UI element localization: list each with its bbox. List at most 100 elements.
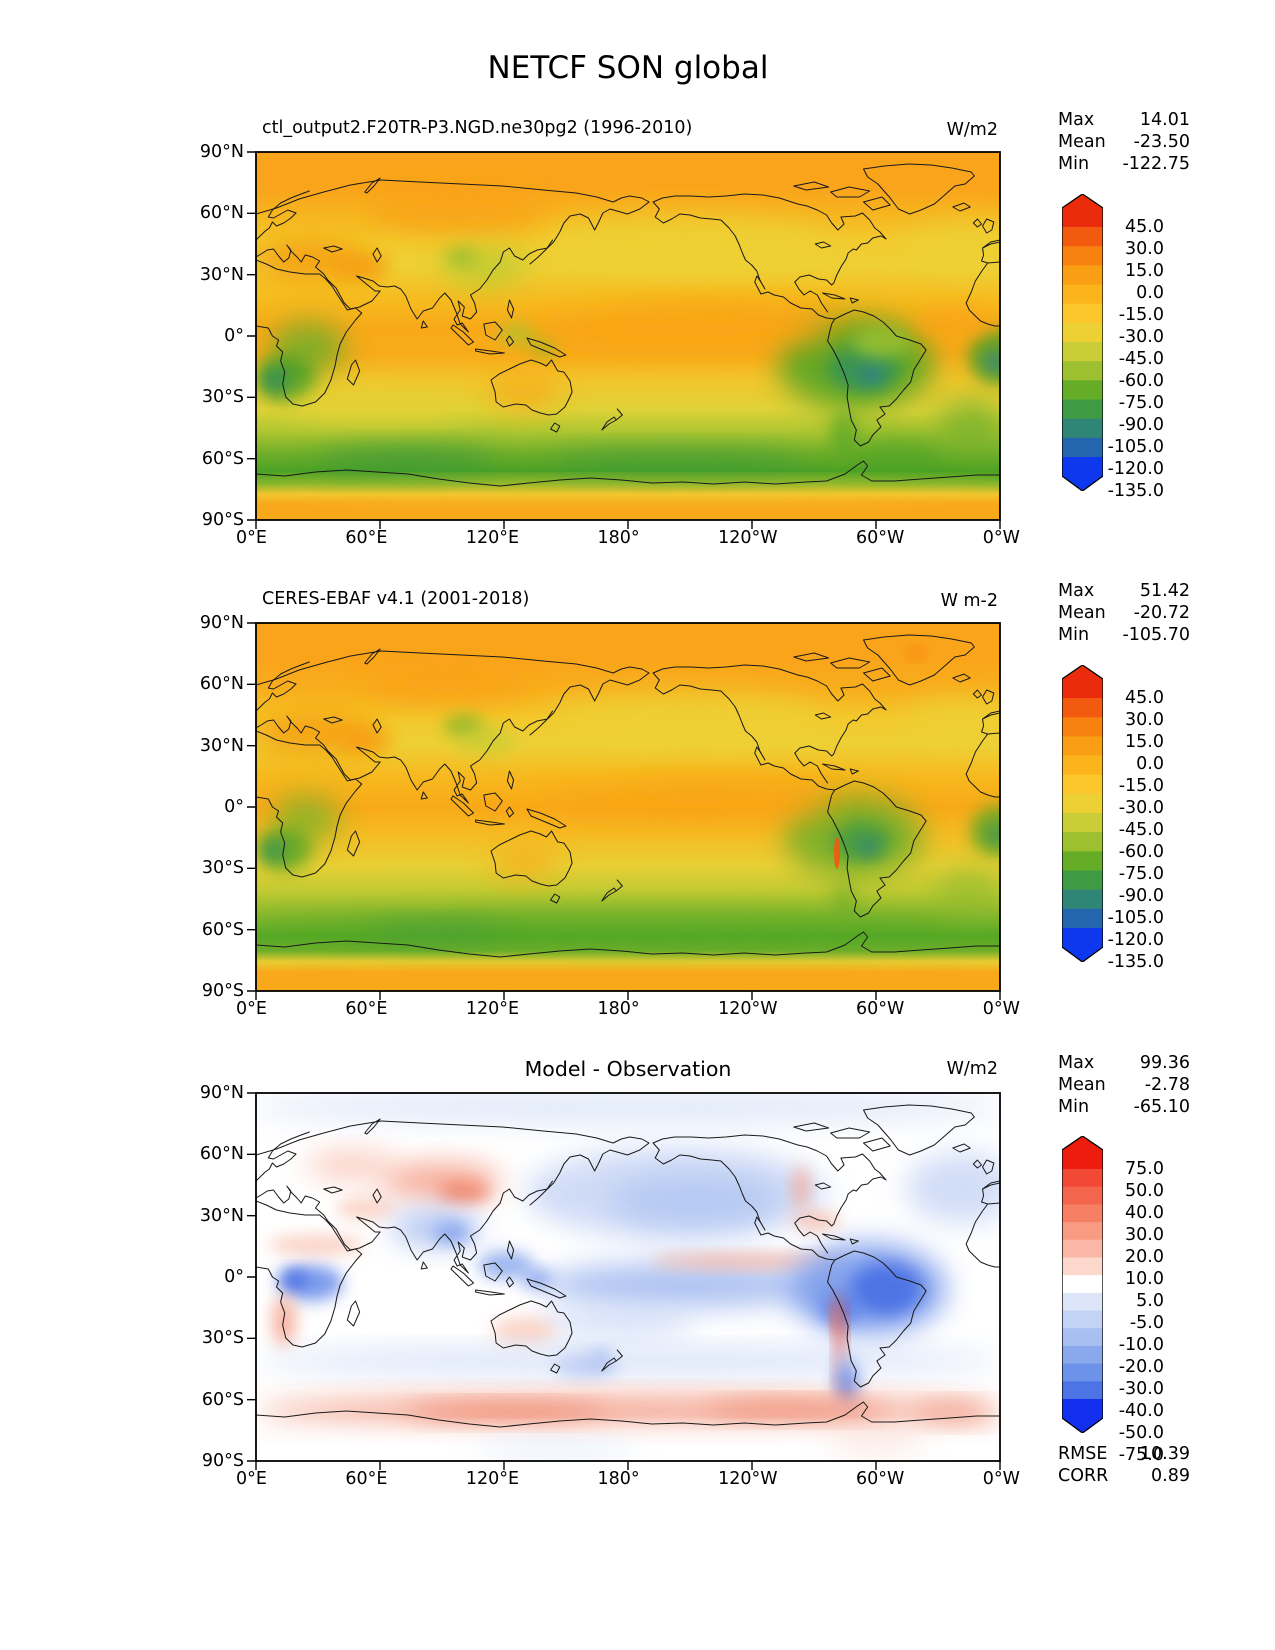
colorbar-tick-label: -20.0: [1118, 1357, 1164, 1377]
colorbar-tick-label: 75.0: [1125, 1159, 1164, 1179]
y-tick-label: 0°: [224, 1266, 244, 1287]
colorbar-tick-label: 40.0: [1125, 1203, 1164, 1223]
panel1-xlabels: 0°E 60°E 120°E 180° 120°W 60°W 0°W: [236, 528, 1020, 548]
colorbar-tick-label: 30.0: [1125, 1225, 1164, 1245]
y-tick-label: 60°N: [199, 203, 244, 224]
colorbar-tick-label: 15.0: [1125, 261, 1164, 281]
panel3-xlabels: 0°E 60°E 120°E 180° 120°W 60°W 0°W: [236, 1469, 1020, 1489]
panel2-header: CERES-EBAF v4.1 (2001-2018) W m-2: [256, 589, 1000, 615]
y-tick-label: 60°N: [199, 1144, 244, 1165]
map-field: [256, 623, 1000, 991]
y-tick-label: 30°N: [199, 735, 244, 756]
stat-label: Max: [1058, 581, 1095, 601]
map-frame: [255, 1092, 1001, 1462]
colorbar-tick-label: 45.0: [1125, 217, 1164, 237]
colorbar-tick-label: -50.0: [1118, 1423, 1164, 1443]
stat-row-mean: Mean -2.78: [1058, 1074, 1190, 1096]
stat-label: Mean: [1058, 132, 1106, 152]
stat-row-max: Max 14.01: [1058, 109, 1190, 131]
x-tick-label: 0°W: [982, 999, 1020, 1019]
colorbar-tick-label: 20.0: [1125, 1247, 1164, 1267]
stat-label: Max: [1058, 110, 1095, 130]
panel3-ylabels: 90°N 60°N 30°N 0° 30°S 60°S 90°S: [158, 1082, 244, 1472]
y-tick-label: 30°N: [199, 264, 244, 285]
panel3-stats: Max 99.36 Mean -2.78 Min -65.10: [1058, 1052, 1190, 1118]
colorbar-tick-label: -135.0: [1107, 481, 1164, 501]
metric-label: RMSE: [1058, 1444, 1108, 1464]
x-ticks: [255, 1461, 1001, 1470]
x-tick-label: 0°W: [982, 1469, 1020, 1489]
y-tick-label: 90°N: [199, 613, 244, 633]
x-tick-label: 0°E: [236, 999, 267, 1019]
stat-value: -20.72: [1133, 603, 1190, 623]
x-tick-label: 120°W: [718, 999, 778, 1019]
stat-row-max: Max 99.36: [1058, 1052, 1190, 1074]
x-tick-label: 180°: [597, 999, 640, 1019]
stat-label: Min: [1058, 1097, 1090, 1117]
y-tick-label: 90°N: [199, 1083, 244, 1103]
map-frame: [255, 622, 1001, 992]
y-tick-label: 60°S: [201, 448, 244, 469]
x-tick-label: 180°: [597, 1469, 640, 1489]
stat-row-min: Min -65.10: [1058, 1096, 1190, 1118]
colorbar-tick-label: -60.0: [1118, 371, 1164, 391]
colorbar-tick-label: 30.0: [1125, 239, 1164, 259]
colorbar-panel3-labels: 75.0 50.0 40.0 30.0 20.0 10.0 5.0 -5.0 -10.0 -20.…: [1102, 1158, 1164, 1465]
panel2-xlabels: 0°E 60°E 120°E 180° 120°W 60°W 0°W: [236, 999, 1020, 1019]
y-ticks: [247, 151, 256, 521]
metric-value: 0.89: [1151, 1466, 1190, 1486]
x-tick-label: 120°W: [718, 528, 778, 548]
figure-title: NETCF SON global: [487, 50, 769, 86]
panel1-stats: Max 14.01 Mean -23.50 Min -122.75: [1058, 109, 1190, 175]
colorbar-tick-label: 5.0: [1136, 1291, 1164, 1311]
colorbar-tick-label: -90.0: [1118, 415, 1164, 435]
map-panel2-observation: [247, 622, 1001, 1000]
map-field: [256, 1093, 1000, 1461]
colorbar-tick-label: -75.0: [1118, 393, 1164, 413]
metric-row-rmse: RMSE 10.39: [1058, 1443, 1190, 1465]
colorbar-tick-label: 45.0: [1125, 688, 1164, 708]
colorbar-panel2-labels: 45.0 30.0 15.0 0.0 -15.0 -30.0 -45.0 -60.0 -75.0…: [1102, 687, 1164, 972]
stat-label: Min: [1058, 154, 1090, 174]
x-tick-label: 60°E: [345, 999, 388, 1019]
stat-value: 51.42: [1139, 581, 1190, 601]
stat-value: -23.50: [1133, 132, 1190, 152]
colorbar-tick-label: -120.0: [1107, 459, 1164, 479]
x-tick-label: 60°W: [855, 1469, 905, 1489]
map-panel1-model: [247, 151, 1001, 529]
map-panel3-difference: [247, 1092, 1001, 1470]
map-field: [256, 152, 1000, 520]
stat-label: Mean: [1058, 1075, 1106, 1095]
x-tick-label: 120°E: [465, 528, 520, 548]
y-tick-label: 90°N: [199, 142, 244, 162]
panel3-metrics: RMSE 10.39 CORR 0.89: [1058, 1443, 1190, 1487]
y-tick-label: 90°S: [201, 1450, 244, 1471]
colorbar-panel1-labels: 45.0 30.0 15.0 0.0 -15.0 -30.0 -45.0 -60.0 -75.0…: [1102, 216, 1164, 501]
panel2-units: W m-2: [940, 591, 998, 611]
stat-value: -65.10: [1133, 1097, 1190, 1117]
colorbar-tick-label: 50.0: [1125, 1181, 1164, 1201]
x-tick-label: 60°E: [345, 528, 388, 548]
colorbar-tick-label: -45.0: [1118, 349, 1164, 369]
panel2-ylabels: 90°N 60°N 30°N 0° 30°S 60°S 90°S: [158, 612, 244, 1002]
stat-label: Min: [1058, 625, 1090, 645]
x-tick-label: 60°E: [345, 1469, 388, 1489]
x-tick-label: 0°W: [982, 528, 1020, 548]
colorbar-tick-label: -45.0: [1118, 820, 1164, 840]
y-tick-label: 90°S: [201, 980, 244, 1001]
x-tick-label: 60°W: [855, 528, 905, 548]
colorbar-tick-label: -135.0: [1107, 952, 1164, 972]
colorbar-tick-label: 0.0: [1136, 283, 1164, 303]
x-tick-label: 120°E: [465, 999, 520, 1019]
colorbar-tick-label: -40.0: [1118, 1401, 1164, 1421]
colorbar-tick-label: 15.0: [1125, 732, 1164, 752]
y-tick-label: 0°: [224, 325, 244, 346]
colorbar-tick-label: -30.0: [1118, 1379, 1164, 1399]
stat-value: -122.75: [1122, 154, 1190, 174]
stat-row-min: Min -122.75: [1058, 153, 1190, 175]
colorbar-tick-label: -105.0: [1107, 908, 1164, 928]
panel1-ylabels: 90°N 60°N 30°N 0° 30°S 60°S 90°S: [158, 141, 244, 531]
colorbar-tick-label: -10.0: [1118, 1335, 1164, 1355]
y-tick-label: 30°S: [201, 387, 244, 408]
